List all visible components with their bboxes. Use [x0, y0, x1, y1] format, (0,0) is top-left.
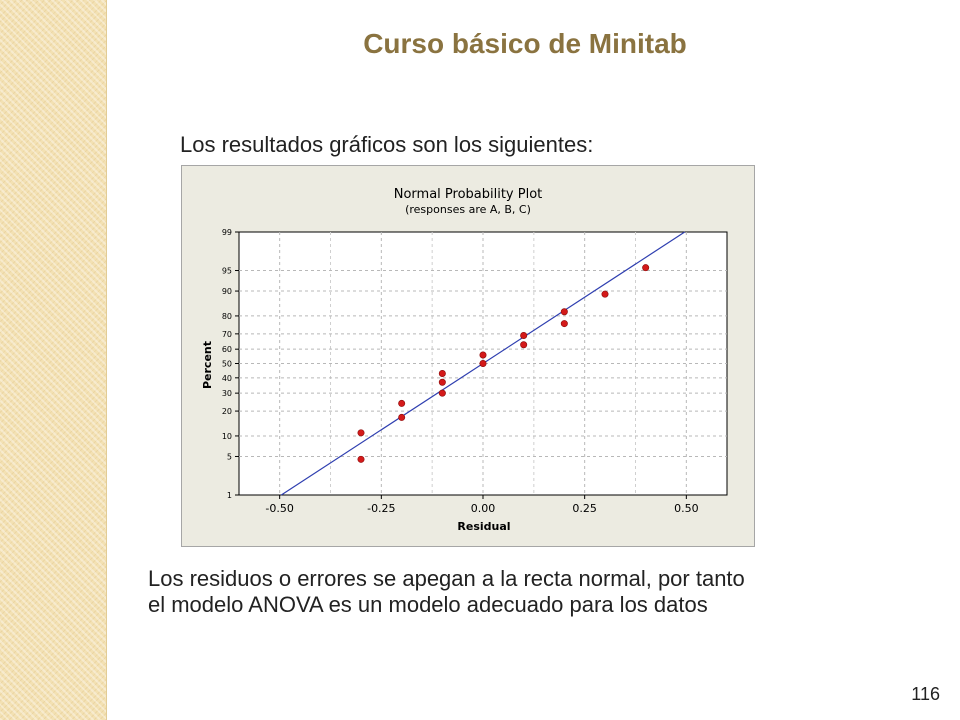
- data-point: [398, 413, 406, 421]
- slide-title: Curso básico de Minitab: [363, 28, 687, 59]
- x-axis-label: Residual: [457, 520, 510, 533]
- y-tick-label: 80: [222, 312, 232, 321]
- data-point: [438, 389, 446, 397]
- data-point: [560, 308, 568, 316]
- y-tick-labels: 1 5 10 20 30 40 50 60 70 80 90 95 99: [222, 228, 232, 500]
- y-tick-label: 1: [227, 491, 232, 500]
- normal-probability-plot: -0.50 -0.25 0.00 0.25 0.50 1 5 10 20 30 40 50 60 70 8…: [181, 165, 755, 547]
- y-tick-label: 60: [222, 345, 232, 354]
- chart-title: Normal Probability Plot: [394, 187, 543, 202]
- data-point: [438, 369, 446, 377]
- y-tick-label: 10: [222, 432, 232, 441]
- data-point: [520, 331, 528, 339]
- conclusion-line-1: Los residuos o errores se apegan a la re…: [148, 566, 745, 591]
- data-point: [479, 351, 487, 359]
- chart-subtitle: (responses are A, B, C): [405, 203, 531, 216]
- data-point: [601, 290, 609, 298]
- intro-text: Los resultados gráficos son los siguient…: [180, 132, 594, 157]
- data-point: [357, 429, 365, 437]
- data-point: [560, 320, 568, 328]
- y-tick-label: 70: [222, 330, 232, 339]
- y-tick-label: 5: [227, 452, 232, 461]
- data-point: [479, 360, 487, 368]
- y-tick-label: 50: [222, 360, 232, 369]
- y-axis-label: Percent: [201, 341, 214, 389]
- chart-canvas: -0.50 -0.25 0.00 0.25 0.50 1 5 10 20 30 40 50 60 70 8…: [201, 187, 728, 533]
- x-tick-labels: -0.50 -0.25 0.00 0.25 0.50: [265, 502, 698, 515]
- x-tick-label: 0.00: [471, 502, 496, 515]
- data-point: [520, 341, 528, 349]
- y-tick-label: 95: [222, 267, 232, 276]
- page-number: 116: [911, 684, 940, 704]
- data-point: [438, 378, 446, 386]
- data-point: [642, 264, 650, 272]
- y-tick-label: 90: [222, 287, 232, 296]
- data-point: [357, 455, 365, 463]
- x-tick-label: 0.25: [572, 502, 597, 515]
- x-tick-label: 0.50: [674, 502, 699, 515]
- x-tick-label: -0.25: [367, 502, 395, 515]
- chart-points: [357, 264, 650, 463]
- chart-grid: [235, 231, 727, 499]
- y-tick-label: 30: [222, 389, 232, 398]
- conclusion-text: Los residuos o errores se apegan a la re…: [148, 566, 908, 619]
- x-tick-label: -0.50: [265, 502, 293, 515]
- y-tick-label: 99: [222, 228, 232, 237]
- y-tick-label: 20: [222, 407, 232, 416]
- decorative-side-band: [0, 0, 107, 720]
- data-point: [398, 399, 406, 407]
- conclusion-line-2: el modelo ANOVA es un modelo adecuado pa…: [148, 592, 708, 618]
- y-tick-label: 40: [222, 374, 232, 383]
